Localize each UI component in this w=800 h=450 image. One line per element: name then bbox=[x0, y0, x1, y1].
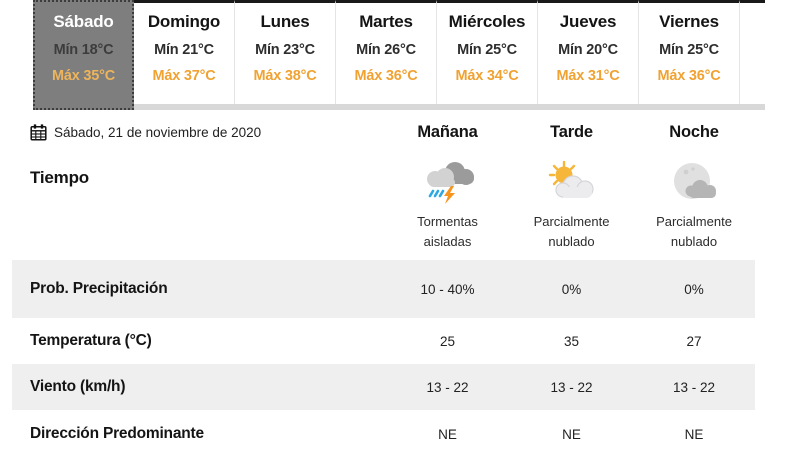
moon-behind-cloud-icon bbox=[664, 160, 724, 206]
tab-min-temp: Mín 26°C bbox=[356, 42, 416, 58]
tab-day-label: Martes bbox=[359, 12, 413, 31]
tab-bar-bottom-strip bbox=[33, 104, 765, 110]
table-row-tiempo: Tiempo bbox=[12, 152, 755, 260]
column-header-manana: Mañana bbox=[417, 122, 478, 141]
day-tab-bar: Sábado Mín 18°C Máx 35°C Domingo Mín 21°… bbox=[33, 0, 765, 110]
tab-min-temp: Mín 20°C bbox=[558, 42, 618, 58]
weather-caption: Tormentas aisladas bbox=[417, 214, 478, 249]
tab-day-label: Sábado bbox=[53, 12, 114, 31]
cell-viento-noche: 13 - 22 bbox=[672, 379, 716, 395]
tab-max-temp: Máx 36°C bbox=[354, 68, 418, 84]
tab-max-temp: Máx 38°C bbox=[253, 68, 317, 84]
tab-min-temp: Mín 18°C bbox=[53, 42, 114, 58]
cell-direccion-tarde: NE bbox=[562, 426, 581, 442]
thunderstorm-icon bbox=[418, 160, 478, 206]
tab-strip-filler bbox=[740, 0, 765, 104]
date-row: Sábado, 21 de noviembre de 2020 bbox=[30, 123, 262, 141]
row-label-tiempo: Tiempo bbox=[30, 168, 89, 187]
calendar-icon bbox=[30, 123, 47, 141]
moon-cell-noche: Parcialmente nublado bbox=[633, 152, 755, 260]
weather-cell-tarde: Parcialmente nublado bbox=[510, 152, 633, 260]
table-header-row: Sábado, 21 de noviembre de 2020 Mañana T… bbox=[12, 112, 755, 152]
table-row-temperatura: Temperatura (°C) 25 35 27 bbox=[12, 318, 755, 364]
weather-caption: Parcialmente nublado bbox=[656, 214, 732, 249]
day-tab-miercoles[interactable]: Miércoles Mín 25°C Máx 34°C bbox=[437, 0, 538, 104]
row-label-direccion: Dirección Predominante bbox=[30, 425, 204, 442]
tab-max-temp: Máx 31°C bbox=[556, 68, 620, 84]
tab-max-temp: Máx 35°C bbox=[51, 68, 116, 84]
table-row-precipitacion: Prob. Precipitación 10 - 40% 0% 0% bbox=[12, 260, 755, 318]
cell-temperatura-manana: 25 bbox=[439, 333, 456, 349]
table-row-viento: Viento (km/h) 13 - 22 13 - 22 13 - 22 bbox=[12, 364, 755, 410]
tab-min-temp: Mín 21°C bbox=[154, 42, 214, 58]
table-row-direccion: Dirección Predominante NE NE NE bbox=[12, 410, 755, 450]
day-tab-sabado[interactable]: Sábado Mín 18°C Máx 35°C bbox=[33, 0, 134, 110]
tab-min-temp: Mín 23°C bbox=[255, 42, 315, 58]
cell-precipitacion-noche: 0% bbox=[684, 281, 704, 297]
tab-day-label: Lunes bbox=[260, 12, 310, 31]
cell-viento-manana: 13 - 22 bbox=[426, 379, 469, 395]
day-tab-domingo[interactable]: Domingo Mín 21°C Máx 37°C bbox=[134, 0, 235, 104]
tab-max-temp: Máx 34°C bbox=[455, 68, 519, 84]
cell-temperatura-noche: 27 bbox=[686, 333, 702, 349]
cell-direccion-noche: NE bbox=[684, 426, 704, 442]
cell-precipitacion-manana: 10 - 40% bbox=[420, 281, 475, 297]
forecast-table: Sábado, 21 de noviembre de 2020 Mañana T… bbox=[12, 112, 755, 450]
tab-min-temp: Mín 25°C bbox=[457, 42, 517, 58]
tab-max-temp: Máx 37°C bbox=[152, 68, 216, 84]
tab-day-label: Viernes bbox=[659, 12, 719, 31]
date-label: Sábado, 21 de noviembre de 2020 bbox=[54, 124, 262, 140]
row-label-precipitacion: Prob. Precipitación bbox=[30, 280, 168, 297]
tab-max-temp: Máx 36°C bbox=[657, 68, 721, 84]
day-tab-viernes[interactable]: Viernes Mín 25°C Máx 36°C bbox=[639, 0, 740, 104]
sun-behind-cloud-icon bbox=[542, 160, 602, 206]
cell-viento-tarde: 13 - 22 bbox=[550, 379, 593, 395]
cell-precipitacion-tarde: 0% bbox=[561, 281, 582, 297]
day-tab-lunes[interactable]: Lunes Mín 23°C Máx 38°C bbox=[235, 0, 336, 104]
tab-day-label: Jueves bbox=[559, 12, 617, 31]
cell-direccion-manana: NE bbox=[438, 426, 457, 442]
tab-day-label: Miércoles bbox=[448, 12, 526, 31]
day-tab-jueves[interactable]: Jueves Mín 20°C Máx 31°C bbox=[538, 0, 639, 104]
tab-day-label: Domingo bbox=[147, 12, 221, 31]
column-header-noche: Noche bbox=[669, 122, 719, 141]
weather-caption: Parcialmente nublado bbox=[533, 214, 610, 249]
weather-cell-manana: Tormentas aisladas bbox=[385, 152, 510, 260]
tab-min-temp: Mín 25°C bbox=[659, 42, 719, 58]
row-label-temperatura: Temperatura (°C) bbox=[30, 332, 152, 349]
cell-temperatura-tarde: 35 bbox=[563, 333, 580, 349]
column-header-tarde: Tarde bbox=[550, 122, 593, 141]
day-tab-martes[interactable]: Martes Mín 26°C Máx 36°C bbox=[336, 0, 437, 104]
row-label-viento: Viento (km/h) bbox=[30, 378, 126, 395]
